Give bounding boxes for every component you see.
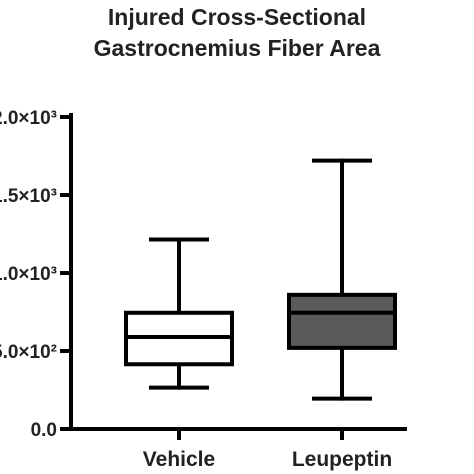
- chart-title: Injured Cross-Sectional Gastrocnemius Fi…: [0, 2, 474, 64]
- box-iqr: [287, 292, 397, 350]
- x-category-label: Leupeptin: [292, 448, 392, 471]
- chart-title-line2: Gastrocnemius Fiber Area: [93, 35, 381, 61]
- chart-title-line1: Injured Cross-Sectional: [107, 4, 367, 30]
- y-tick-label: 2.0×10³: [0, 108, 57, 129]
- x-category-label: Vehicle: [143, 448, 215, 471]
- y-tick-label: 1.5×10³: [0, 186, 57, 207]
- y-tick-label: 1.0×10³: [0, 264, 57, 285]
- y-tick-label: 5.0×10²: [0, 342, 57, 363]
- y-tick-label: 0.0: [31, 420, 57, 441]
